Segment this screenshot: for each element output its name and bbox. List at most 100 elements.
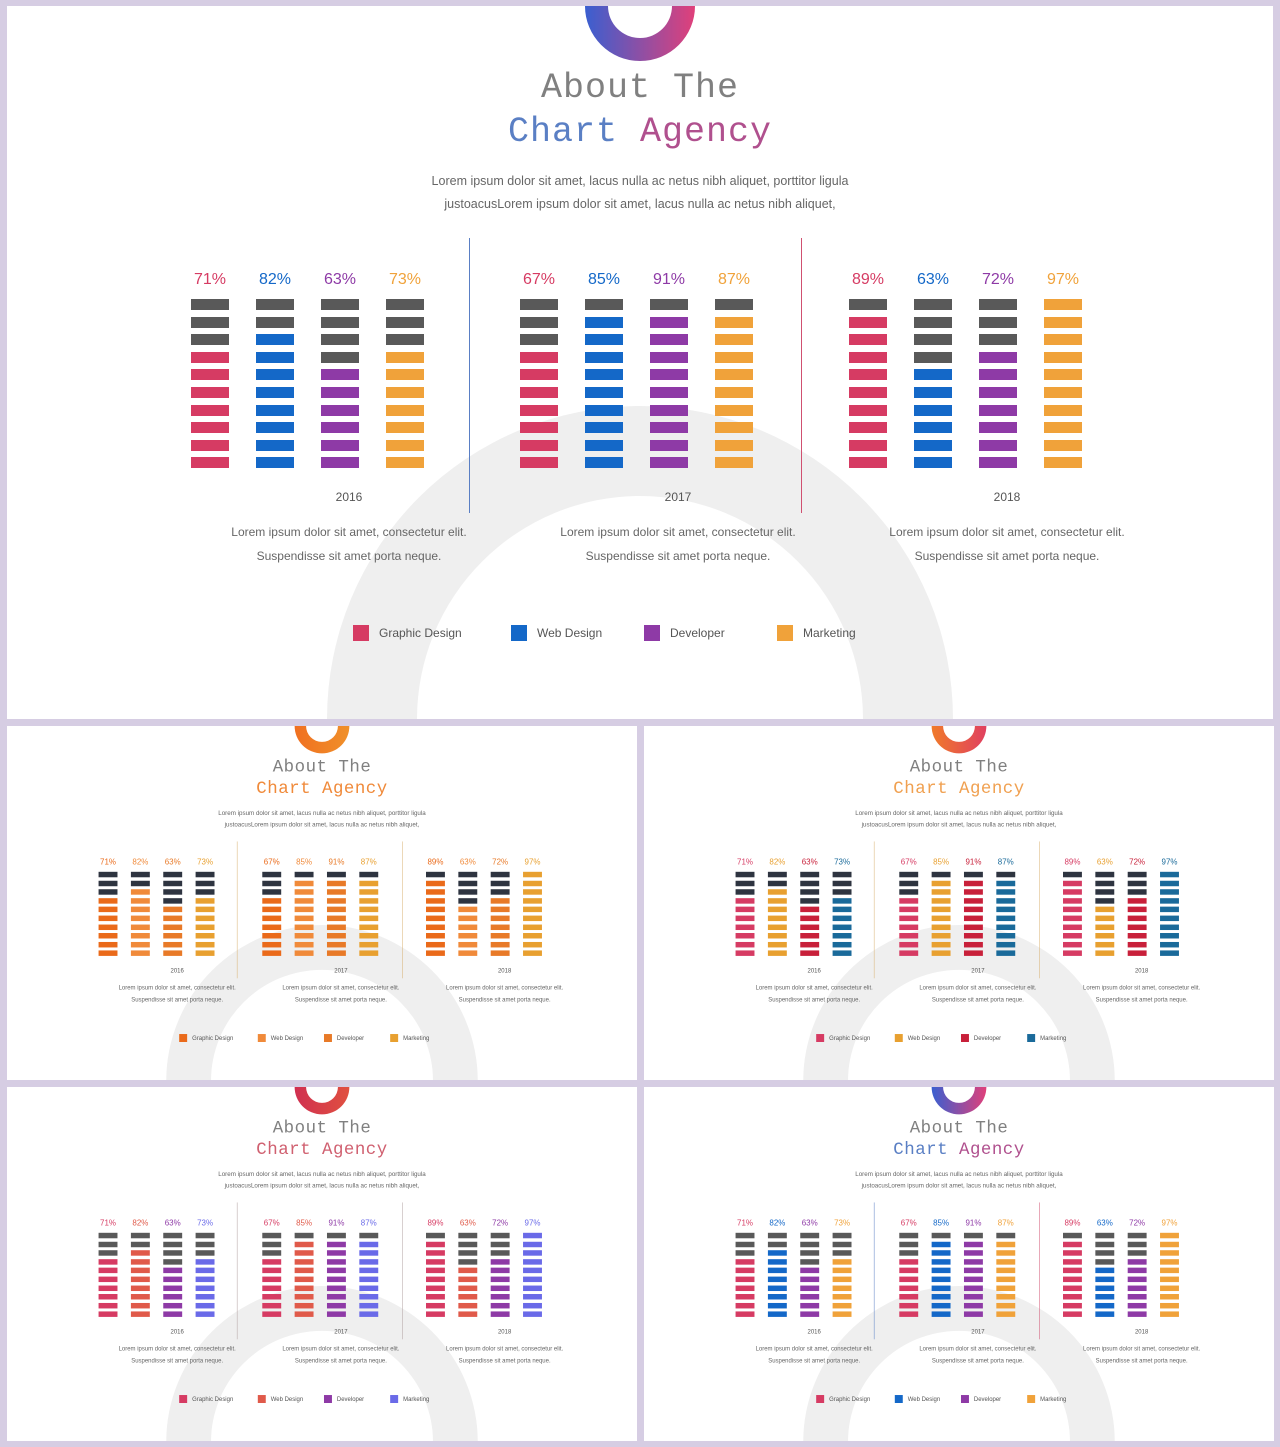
bar-segment [832, 1276, 852, 1283]
legend-label: Web Design [907, 1034, 941, 1042]
percent-row: 89% 63% 72% 97% [423, 858, 587, 870]
percent-label: 82% [132, 857, 149, 867]
percent-label: 63% [323, 271, 357, 288]
bar-segment [163, 1259, 183, 1265]
percent-label: 63% [459, 857, 476, 867]
chart-panel-2018: 89% 63% 72% 97% 2018 Lorem ipsum dolor sit am… [423, 1204, 587, 1368]
bar-segment [715, 457, 753, 469]
bar-segment [321, 299, 359, 310]
bar-segment [1127, 898, 1147, 904]
chart-panel-2017: 67% 85% 91% 87% 2017 Lorem ipsum dolor sit am… [259, 843, 423, 1007]
slide-thumb-warm[interactable]: About The Chart Agency Lorem ipsum dolor s… [644, 726, 1274, 1080]
description-line-2: Suspendisse sit amet porta neque. [931, 1357, 1024, 1365]
bar-segment [1127, 1232, 1147, 1239]
bar-segment [832, 889, 852, 895]
bar-segment [386, 316, 424, 328]
bar-segment [326, 924, 346, 930]
bar-segment [1160, 880, 1179, 887]
bar-segment [800, 1241, 820, 1248]
bar-segment [1095, 950, 1115, 957]
bar-segment [1095, 1232, 1115, 1239]
bar-segment [963, 906, 983, 913]
bar-segment [520, 334, 558, 346]
bar-segment [735, 889, 755, 895]
percent-label: 67% [900, 1218, 917, 1228]
bar-segment [1160, 889, 1179, 895]
title-word-chart: Chart [507, 112, 618, 152]
legend-label: Graphic Design [192, 1034, 234, 1042]
legend-item: Web Design [894, 1395, 940, 1403]
percent-label: 91% [652, 271, 686, 288]
slide-thumb-orange[interactable]: About The Chart Agency Lorem ipsum dolor s… [7, 726, 637, 1080]
percent-label: 73% [197, 1218, 214, 1228]
bar-segment [735, 1259, 755, 1265]
bar-segment [130, 933, 150, 939]
panel-divider [801, 238, 802, 513]
bar-segment [1127, 950, 1147, 957]
bar-segment [1160, 1232, 1179, 1239]
bar-segment [256, 422, 294, 434]
bar-segment [458, 1250, 478, 1256]
bar-segment [735, 924, 755, 930]
bar-segment [800, 1285, 820, 1291]
bar-segment [490, 1250, 510, 1256]
bar-segment [294, 1285, 314, 1291]
bar-segment [1160, 915, 1179, 922]
bar-segment [98, 906, 118, 913]
percent-label: 63% [916, 271, 950, 288]
percent-label: 87% [360, 1218, 377, 1228]
bar-segment [914, 316, 952, 328]
bar-segment [832, 1302, 852, 1309]
bar-segment [849, 334, 887, 346]
slide-thumb-red[interactable]: About The Chart Agency Lorem ipsum dolor s… [7, 1087, 637, 1441]
bar-segment [98, 924, 118, 930]
bar-segment [800, 871, 820, 878]
bar-segment [359, 1311, 379, 1318]
year-label: 2018 [1134, 966, 1149, 974]
bar-segment [1160, 1250, 1179, 1256]
bar-segment [931, 1259, 951, 1265]
bar-segment [1127, 924, 1147, 930]
bar-segment [767, 1232, 787, 1239]
bar-segment [1063, 1276, 1082, 1283]
bar-segment [963, 871, 983, 878]
title-line-2: Chart Agency [644, 779, 1274, 799]
bar-segment [326, 889, 346, 895]
percent-label: 63% [801, 1218, 818, 1228]
bar-segment [130, 906, 150, 913]
bar-segment [1063, 898, 1082, 904]
percent-label: 73% [388, 271, 422, 288]
bar-columns [423, 871, 587, 962]
bar-segment [1063, 1294, 1082, 1300]
percent-label: 87% [717, 271, 751, 288]
bar-segment [262, 871, 282, 878]
bar-columns [95, 1232, 259, 1323]
bar-segment [191, 351, 229, 363]
bar-segment [650, 369, 688, 381]
bar-segment [1127, 871, 1147, 878]
year-label: 2017 [971, 966, 985, 974]
percent-label: 72% [1129, 1218, 1146, 1228]
bar-segment [996, 1259, 1016, 1265]
bar-segment [931, 1285, 951, 1291]
bar-segment [191, 369, 229, 381]
bar-segment [490, 1259, 510, 1265]
bar-segment [800, 880, 820, 887]
bar-segment [191, 387, 229, 398]
bar-segment [1063, 1285, 1082, 1291]
bar-segment [490, 1241, 510, 1248]
bar-segment [585, 369, 623, 381]
bar-segment [130, 950, 150, 957]
bar-segment [294, 898, 314, 904]
bar-segment [321, 439, 359, 451]
title-word-chart: Chart [893, 778, 949, 799]
bar-segment [1095, 933, 1115, 939]
bar-segment [294, 950, 314, 957]
bar-segment [735, 898, 755, 904]
bar-segment [800, 1250, 820, 1256]
slide-thumb-classic[interactable]: About The Chart Agency Lorem ipsum dolor s… [644, 1087, 1274, 1441]
bar-segment [931, 871, 951, 878]
legend-item: Developer [960, 1395, 1001, 1403]
chart-panel-2018: 89% 63% 72% 97% 2018 Lorem ipsum dolor sit am… [842, 241, 1172, 571]
bar-segment [130, 1267, 150, 1274]
